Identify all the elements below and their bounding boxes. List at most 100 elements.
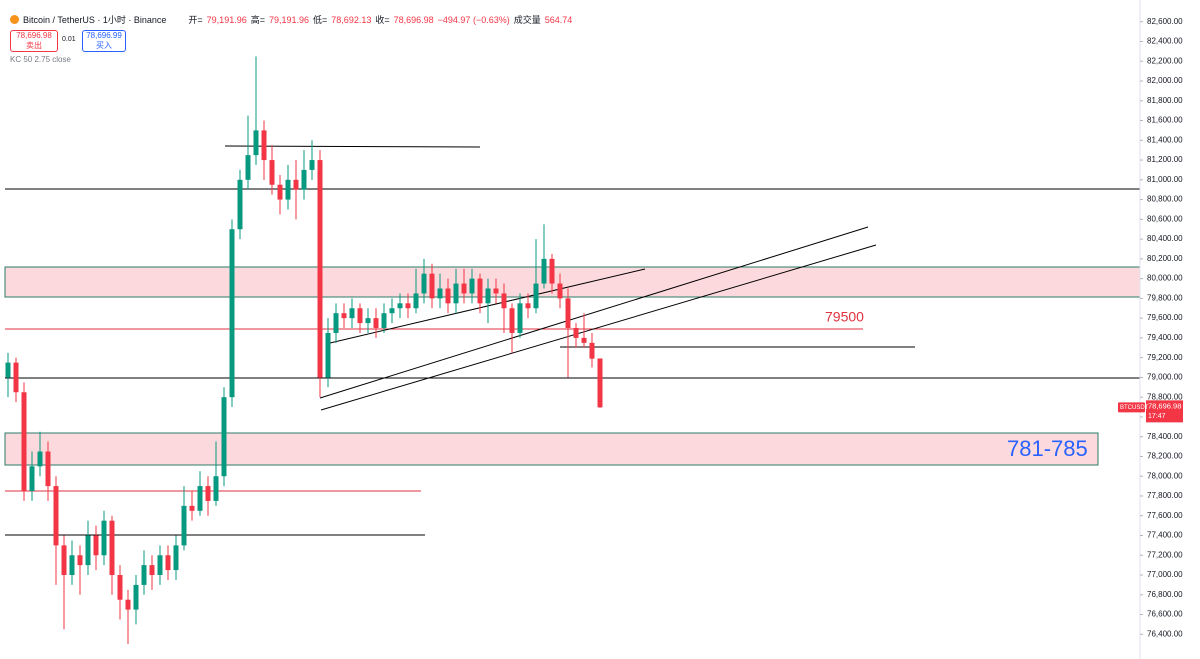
- candle-body: [533, 283, 539, 309]
- ohlc-value: 79,191.96: [206, 14, 247, 25]
- candle-body: [285, 179, 291, 200]
- buy-label: 买入: [96, 41, 112, 50]
- candle-body: [549, 258, 555, 284]
- candle-body: [85, 535, 91, 566]
- symbol-icon: [10, 15, 19, 24]
- candle-body: [125, 599, 131, 610]
- y-tick-label: 81,200.00: [1147, 155, 1183, 164]
- y-tick-label: 77,200.00: [1147, 550, 1183, 559]
- candle-body: [245, 155, 251, 180]
- candle-body: [357, 308, 363, 324]
- sell-label: 卖出: [26, 41, 42, 50]
- volume: 564.74: [544, 14, 573, 25]
- candle-body: [221, 397, 227, 477]
- price-tag-symbol: BTCUSDT: [1120, 405, 1149, 411]
- candle-body: [325, 332, 331, 378]
- candle-body: [509, 308, 515, 333]
- y-tick-label: 82,600.00: [1147, 17, 1183, 26]
- candle-body: [565, 298, 571, 329]
- change: −494.97 (−0.63%): [437, 14, 510, 25]
- y-tick-label: 78,200.00: [1147, 452, 1183, 461]
- candle-body: [173, 545, 179, 571]
- y-tick-label: 80,600.00: [1147, 214, 1183, 223]
- price-tag-label: 78,696.98: [1148, 401, 1181, 410]
- axis-ticks: 76,400.00 76,600.00 76,800.00 77,000.00 77,2…: [1140, 17, 1183, 638]
- ohlc-label: 高=: [250, 15, 265, 25]
- candle-body: [429, 273, 435, 299]
- candle-body: [501, 293, 507, 309]
- candle-body: [517, 303, 523, 333]
- candle-body: [309, 160, 315, 170]
- y-tick-label: 79,800.00: [1147, 293, 1183, 302]
- y-tick-label: 79,200.00: [1147, 353, 1183, 362]
- candle-body: [229, 229, 235, 398]
- y-tick-label: 79,600.00: [1147, 313, 1183, 322]
- y-tick-label: 77,600.00: [1147, 511, 1183, 520]
- candle-body: [557, 283, 563, 299]
- annotation: 781-785: [1007, 436, 1088, 461]
- y-tick-label: 80,800.00: [1147, 195, 1183, 204]
- candle-body: [21, 392, 27, 492]
- candle-body: [165, 555, 171, 571]
- candle-body: [421, 273, 427, 294]
- candle-body: [29, 466, 35, 492]
- y-tick-label: 81,600.00: [1147, 116, 1183, 125]
- level-line: [224, 145, 481, 148]
- candle-body: [413, 293, 419, 309]
- sell-price: 78,696.98: [16, 31, 52, 40]
- candle-body: [389, 308, 395, 314]
- sell-button[interactable]: 78,696.98 卖出: [10, 30, 58, 52]
- y-tick-label: 79,400.00: [1147, 333, 1183, 342]
- candle-body: [149, 565, 155, 576]
- support-zone: [4, 432, 1099, 466]
- y-tick-label: 78,800.00: [1147, 392, 1183, 401]
- candle-body: [157, 555, 163, 576]
- candle-body: [373, 318, 379, 329]
- legend-header: Bitcoin / TetherUS · 1小时 · Binance 开= 79,…: [10, 13, 572, 26]
- candle-body: [5, 362, 11, 378]
- candle-body: [277, 184, 283, 200]
- y-tick-label: 81,400.00: [1147, 135, 1183, 144]
- candle-body: [525, 303, 531, 309]
- y-tick-label: 76,400.00: [1147, 629, 1183, 638]
- y-tick-label: 78,000.00: [1147, 471, 1183, 480]
- candle-body: [405, 303, 411, 309]
- price-tag: [1118, 402, 1145, 413]
- candle-body: [589, 342, 595, 359]
- y-tick-label: 80,000.00: [1147, 274, 1183, 283]
- y-tick-label: 77,400.00: [1147, 531, 1183, 540]
- candle-body: [573, 328, 579, 338]
- candle-body: [77, 555, 83, 566]
- symbol: Bitcoin / TetherUS · 1小时 · Binance: [23, 15, 167, 25]
- resistance-zone: [4, 266, 1141, 298]
- ohlc-label: 收=: [375, 15, 390, 25]
- candle-body: [365, 318, 371, 324]
- spread: 0.01: [62, 36, 76, 43]
- ohlc-value: 78,692.13: [331, 14, 372, 25]
- candle-body: [461, 283, 467, 294]
- candle-body: [397, 303, 403, 309]
- candle-body: [53, 486, 59, 546]
- candle-body: [269, 160, 275, 185]
- candle-body: [133, 584, 139, 610]
- ohlc-label: 低=: [313, 15, 328, 25]
- ohlc-value: 79,191.96: [268, 14, 310, 25]
- candle-body: [581, 337, 587, 343]
- candle-body: [141, 565, 147, 585]
- candle-body: [61, 545, 67, 576]
- buy-button[interactable]: 78,696.99 买入: [82, 30, 126, 52]
- trend-line: [320, 244, 877, 411]
- candle-body: [93, 535, 99, 556]
- y-tick-label: 78,400.00: [1147, 432, 1183, 441]
- buy-price: 78,696.99: [86, 31, 122, 40]
- y-tick-label: 80,400.00: [1147, 234, 1183, 243]
- candle-body: [101, 520, 107, 556]
- candle-body: [261, 130, 267, 161]
- candle-body: [181, 505, 187, 546]
- candle-body: [493, 288, 499, 294]
- candle-body: [349, 308, 355, 319]
- y-tick-label: 80,200.00: [1147, 254, 1183, 263]
- volume-label: 成交量: [513, 15, 541, 25]
